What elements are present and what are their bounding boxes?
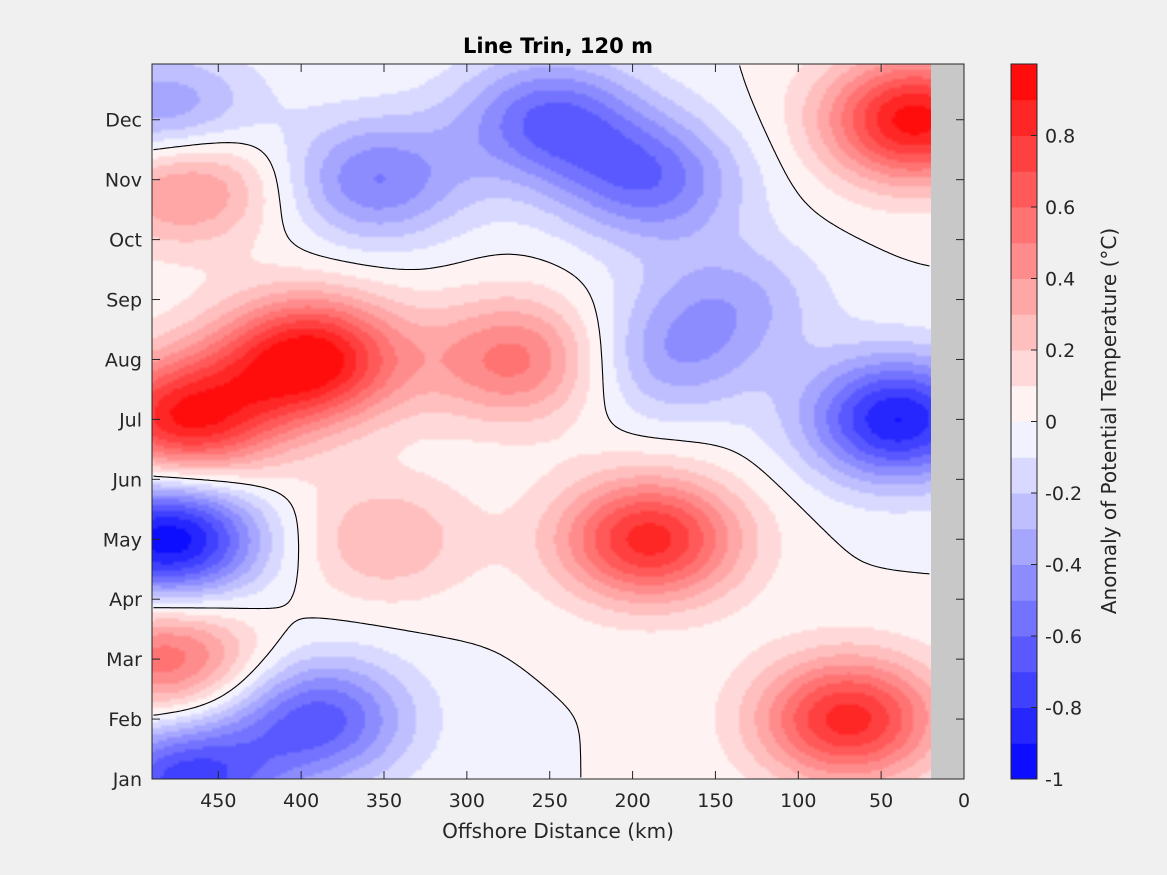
colorbar-tick-label: 0.8: [1045, 126, 1075, 148]
y-tick-label: Aug: [105, 349, 142, 371]
colorbar-tick-label: 0.6: [1045, 197, 1075, 219]
colorbar-level: [1011, 636, 1037, 673]
colorbar-tick-label: 0.4: [1045, 269, 1075, 291]
plot-area: [151, 63, 965, 780]
colorbar-level: [1011, 671, 1037, 708]
no-data-region: [931, 64, 964, 779]
x-tick-label: 150: [697, 790, 733, 812]
colorbar-level: [1011, 242, 1037, 279]
colorbar-level: [1011, 64, 1037, 101]
colorbar-tick-label: -0.6: [1045, 626, 1082, 648]
colorbar-level: [1011, 564, 1037, 601]
colorbar-level: [1011, 421, 1037, 458]
colorbar-label: Anomaly of Potential Temperature (°C): [1097, 228, 1121, 614]
colorbar-tick-label: 0: [1045, 412, 1057, 434]
x-tick-label: 450: [200, 790, 236, 812]
x-axis-label: Offshore Distance (km): [442, 819, 674, 843]
colorbar-level: [1011, 314, 1037, 351]
x-tick-label: 300: [449, 790, 485, 812]
y-tick-label: Sep: [106, 290, 142, 312]
x-tick-label: 400: [283, 790, 319, 812]
colorbar-level: [1011, 385, 1037, 422]
y-tick-label: Apr: [109, 589, 142, 611]
x-tick-label: 250: [532, 790, 568, 812]
colorbar-level: [1011, 278, 1037, 315]
colorbar-level: [1011, 528, 1037, 565]
colorbar-tick-label: -0.4: [1045, 555, 1082, 577]
colorbar-level: [1011, 707, 1037, 744]
colorbar-tick-label: -0.2: [1045, 483, 1082, 505]
y-tick-label: Nov: [105, 170, 142, 192]
y-tick-label: Feb: [108, 709, 142, 731]
colorbar-level: [1011, 457, 1037, 494]
chart-title: Line Trin, 120 m: [463, 34, 653, 58]
colorbar-level: [1011, 207, 1037, 244]
y-tick-label: Jul: [118, 409, 142, 431]
colorbar-level: [1011, 493, 1037, 530]
x-tick-label: 0: [958, 790, 970, 812]
x-tick-label: 200: [614, 790, 650, 812]
y-tick-label: Mar: [106, 649, 142, 671]
plot-border: [151, 63, 965, 780]
y-axis: Jan Feb Mar Apr May Jun Jul Aug Sep Oct Nov Dec: [103, 110, 964, 791]
colorbar-level: [1011, 743, 1037, 780]
zero-contour-line: [153, 65, 930, 778]
y-tick-label: May: [103, 529, 142, 551]
x-axis: 450 400 350 300 250 200 150 100 50 0: [200, 64, 970, 812]
colorbar-tick-label: -0.8: [1045, 698, 1082, 720]
y-tick-label: Dec: [105, 110, 142, 132]
colorbar-tick-label: 0.2: [1045, 340, 1075, 362]
colorbar-level: [1011, 600, 1037, 637]
y-tick-label: Oct: [109, 230, 142, 252]
x-tick-label: 100: [780, 790, 816, 812]
x-tick-label: 50: [869, 790, 893, 812]
x-tick-label: 350: [366, 790, 402, 812]
colorbar-level: [1011, 350, 1037, 387]
y-tick-label: Jan: [112, 769, 142, 791]
colorbar-level: [1011, 135, 1037, 172]
zero-contour: [153, 65, 930, 778]
colorbar-tick-label: -1: [1045, 769, 1064, 791]
temperature-anomaly-field: [152, 64, 931, 779]
colorbar-level: [1011, 99, 1037, 136]
y-tick-label: Jun: [111, 469, 142, 491]
colorbar-level: [1011, 171, 1037, 208]
colorbar: 0.8 0.6 0.4 0.2 0 -0.2 -0.4 -0.6 -0.8 -1: [1010, 63, 1082, 791]
